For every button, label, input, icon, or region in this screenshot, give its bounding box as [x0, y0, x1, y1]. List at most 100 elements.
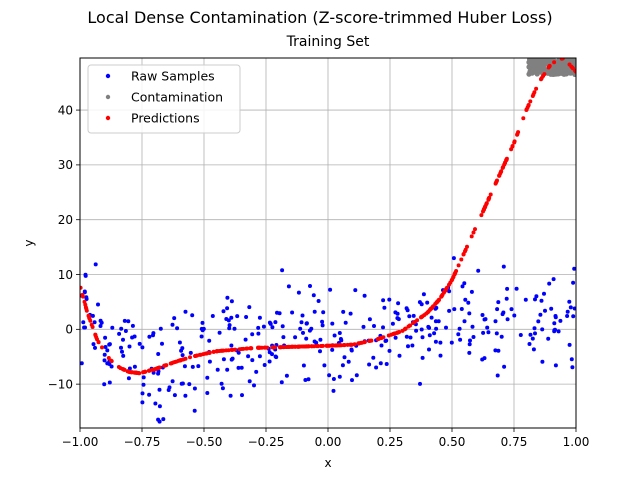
raw-sample-point: [141, 375, 146, 380]
raw-sample-point: [427, 347, 431, 352]
raw-sample-point: [463, 297, 468, 302]
prediction-point: [435, 299, 440, 304]
prediction-point: [306, 344, 311, 349]
raw-sample-point: [493, 319, 498, 324]
prediction-point: [259, 345, 264, 350]
raw-sample-point: [482, 317, 487, 322]
raw-sample-point: [246, 354, 251, 359]
raw-sample-point: [533, 331, 537, 336]
raw-sample-point: [93, 262, 98, 267]
raw-sample-point: [126, 319, 131, 324]
raw-sample-point: [504, 296, 509, 301]
raw-sample-point: [304, 321, 309, 326]
prediction-point: [335, 343, 340, 348]
raw-sample-point: [179, 381, 184, 386]
raw-sample-point: [361, 324, 366, 329]
raw-sample-point: [350, 378, 354, 383]
prediction-point: [456, 263, 461, 268]
raw-sample-point: [467, 311, 472, 316]
raw-sample-point: [298, 326, 303, 331]
raw-sample-point: [205, 375, 210, 380]
contamination-point: [560, 71, 567, 77]
contamination-point: [541, 60, 547, 66]
raw-sample-point: [381, 325, 385, 330]
raw-sample-point: [229, 299, 234, 304]
raw-sample-point: [514, 286, 519, 291]
contamination-point: [568, 70, 574, 76]
prediction-point: [499, 169, 504, 174]
raw-sample-point: [84, 297, 89, 301]
raw-sample-point: [199, 334, 204, 339]
raw-sample-point: [247, 379, 252, 384]
raw-sample-point: [301, 330, 305, 335]
raw-sample-point: [121, 353, 126, 358]
raw-sample-point: [387, 297, 392, 302]
raw-sample-point: [348, 311, 353, 316]
raw-sample-point: [532, 326, 537, 331]
raw-sample-point: [512, 313, 517, 318]
raw-sample-point: [542, 291, 546, 296]
prediction-point: [320, 343, 325, 348]
raw-sample-point: [421, 292, 426, 297]
raw-sample-point: [183, 393, 188, 398]
raw-sample-point: [495, 307, 500, 312]
prediction-point: [379, 336, 384, 340]
legend-marker-predictions: [105, 115, 111, 121]
raw-sample-point: [235, 314, 240, 319]
prediction-point: [528, 99, 533, 104]
prediction-point: [204, 351, 209, 356]
raw-sample-point: [91, 342, 96, 347]
raw-sample-point: [93, 345, 97, 350]
raw-sample-point: [229, 343, 234, 348]
prediction-point: [109, 359, 114, 364]
x-tick-label: −0.75: [124, 435, 161, 449]
legend-marker-contamination: [105, 94, 111, 100]
raw-sample-point: [330, 321, 335, 326]
prediction-point: [96, 340, 101, 345]
raw-sample-point: [290, 310, 295, 315]
raw-sample-point: [341, 309, 346, 314]
prediction-point: [501, 165, 506, 170]
raw-sample-point: [543, 308, 547, 313]
raw-sample-point: [127, 344, 132, 349]
prediction-point: [465, 244, 469, 249]
raw-sample-point: [303, 378, 308, 382]
prediction-point: [296, 344, 301, 349]
raw-sample-point: [337, 374, 342, 379]
contamination-point: [562, 63, 568, 70]
prediction-point: [567, 62, 572, 67]
prediction-point: [143, 369, 148, 374]
raw-sample-point: [460, 284, 465, 289]
raw-sample-point: [318, 337, 323, 342]
x-tick-label: 0.25: [377, 435, 404, 449]
raw-sample-point: [275, 310, 279, 315]
raw-sample-point: [374, 365, 379, 370]
prediction-point: [352, 342, 357, 347]
raw-sample-point: [166, 388, 171, 392]
raw-sample-point: [349, 347, 354, 352]
raw-sample-point: [123, 329, 128, 333]
raw-sample-point: [420, 335, 425, 340]
raw-sample-point: [286, 284, 291, 289]
prediction-point: [329, 343, 334, 348]
prediction-point: [256, 345, 260, 350]
raw-sample-point: [99, 320, 104, 325]
raw-sample-point: [452, 307, 457, 312]
raw-sample-point: [438, 353, 443, 358]
raw-sample-point: [308, 284, 312, 288]
raw-sample-point: [151, 331, 156, 336]
raw-sample-point: [281, 335, 286, 340]
raw-sample-point: [420, 355, 425, 360]
raw-sample-point: [458, 337, 463, 342]
raw-sample-point: [172, 316, 177, 321]
raw-sample-point: [552, 321, 557, 326]
raw-sample-point: [565, 309, 570, 314]
prediction-point: [524, 107, 529, 112]
raw-sample-point: [254, 369, 259, 374]
raw-sample-point: [432, 331, 437, 336]
raw-sample-point: [82, 289, 87, 294]
raw-sample-point: [466, 300, 471, 305]
raw-sample-point: [82, 325, 87, 330]
prediction-point: [301, 344, 306, 349]
raw-sample-point: [536, 319, 541, 324]
